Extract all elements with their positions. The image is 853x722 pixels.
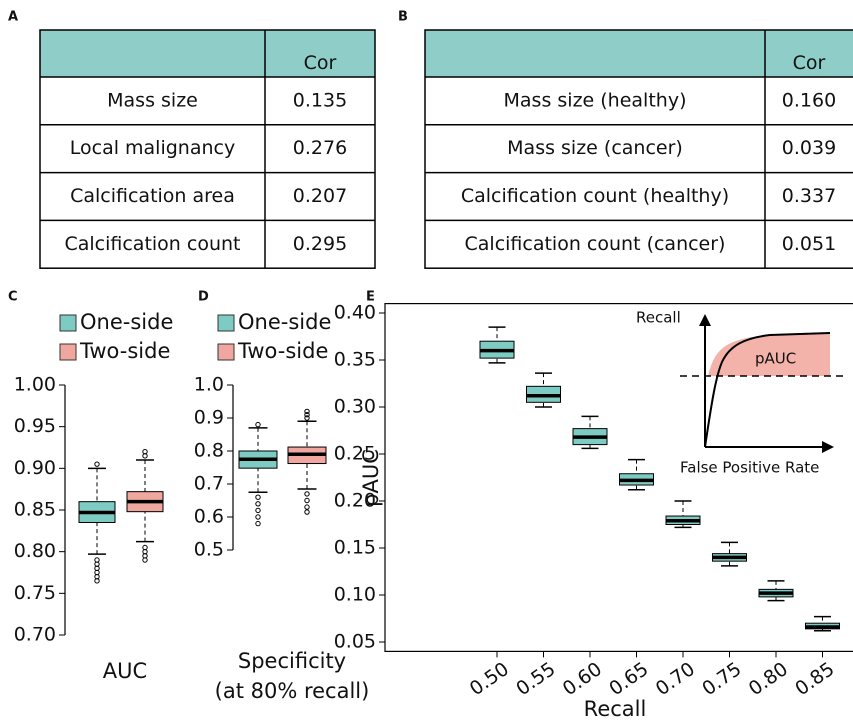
- table-cell: Calcification count (healthy): [461, 185, 729, 207]
- outlier: [142, 448, 148, 455]
- x-tick-label: 0.65: [605, 658, 652, 700]
- x-axis-label: Specificity: [238, 649, 346, 673]
- inset-curve: [704, 332, 831, 448]
- y-axis-label: pAUC: [359, 449, 383, 507]
- y-tick-label: 0.85: [14, 499, 56, 521]
- legend-swatch: [217, 343, 235, 361]
- table-cell: Local malignancy: [70, 137, 235, 159]
- table-cell: 0.276: [293, 137, 347, 159]
- y-tick-label: 0.70: [14, 624, 56, 646]
- panel-label: C: [8, 290, 18, 305]
- outlier: [304, 509, 310, 515]
- outlier: [304, 504, 310, 510]
- y-tick-label: 0.15: [334, 537, 376, 559]
- y-tick-label: 1.00: [14, 374, 56, 396]
- x-axis-label: Recall: [584, 697, 647, 721]
- y-tick-label: 0.95: [14, 415, 56, 437]
- table-cell: 0.295: [293, 233, 347, 255]
- y-tick-label: 0.90: [14, 457, 56, 479]
- x-tick-label: 0.60: [559, 658, 606, 700]
- y-tick-label: 1.0: [194, 374, 224, 396]
- outlier: [304, 491, 310, 497]
- legend-label: One-side: [80, 310, 173, 334]
- table-header-bg: [40, 30, 375, 77]
- table-cell: Mass size: [107, 89, 198, 111]
- y-tick-label: 0.9: [194, 407, 224, 429]
- x-tick-label: 0.85: [791, 658, 838, 700]
- inset-arrow: [699, 314, 711, 326]
- panel-label: D: [198, 290, 209, 305]
- table-cell: Calcification count (cancer): [465, 233, 726, 255]
- inset-label: pAUC: [755, 350, 796, 368]
- outlier: [304, 415, 310, 421]
- inset-arrow: [822, 441, 834, 453]
- table-border: [424, 29, 853, 269]
- y-tick-label: 0.7: [194, 473, 224, 495]
- legend-label: One-side: [238, 310, 331, 334]
- panel-label: E: [366, 290, 375, 305]
- inset-label: Recall: [636, 309, 681, 327]
- inset-label: False Positive Rate: [680, 459, 819, 477]
- outlier: [255, 514, 261, 520]
- panel-label: A: [8, 10, 18, 25]
- table-header: Cor: [793, 52, 826, 74]
- y-tick-label: 0.8: [194, 440, 224, 462]
- y-tick-label: 0.35: [334, 349, 376, 371]
- x-axis-label: (at 80% recall): [215, 679, 370, 703]
- x-tick-label: 0.75: [698, 658, 745, 700]
- y-tick-label: 0.20: [334, 490, 376, 512]
- table-cell: Calcification area: [70, 185, 235, 207]
- legend-swatch: [59, 314, 77, 332]
- table-cell: 0.160: [782, 89, 836, 111]
- table-cell: 0.039: [782, 137, 836, 159]
- y-tick-label: 0.40: [334, 302, 376, 324]
- panel-label: B: [398, 10, 408, 25]
- y-tick-label: 0.05: [334, 631, 376, 653]
- x-axis-label: AUC: [103, 659, 147, 683]
- y-tick-label: 0.10: [334, 584, 376, 606]
- x-tick-label: 0.80: [745, 658, 792, 700]
- legend-label: Two-side: [79, 339, 170, 363]
- inset: Recall pAUC False Positive Rate: [636, 309, 845, 477]
- table-header-bg: [425, 30, 853, 77]
- outlier: [142, 557, 148, 563]
- y-tick-label: 0.75: [14, 582, 56, 604]
- table-border: [39, 29, 376, 269]
- outlier: [304, 412, 310, 418]
- outlier: [304, 497, 310, 504]
- outlier: [255, 494, 261, 500]
- y-tick-label: 0.5: [194, 539, 224, 561]
- outlier: [255, 421, 261, 428]
- y-tick-label: 0.80: [14, 540, 56, 562]
- outlier: [255, 501, 261, 507]
- outlier: [255, 520, 261, 527]
- x-tick-label: 0.55: [512, 658, 559, 700]
- table-cell: Mass size (healthy): [504, 89, 687, 111]
- y-tick-label: 0.6: [194, 506, 224, 528]
- x-tick-label: 0.70: [652, 658, 699, 700]
- table-cell: 0.051: [782, 233, 836, 255]
- table-cell: 0.337: [782, 185, 836, 207]
- x-tick-label: 0.50: [466, 658, 513, 700]
- legend-swatch: [217, 314, 235, 332]
- outlier: [255, 507, 261, 514]
- outlier: [304, 408, 310, 415]
- outlier: [94, 578, 100, 584]
- outlier: [94, 461, 100, 467]
- table-cell: Mass size (cancer): [507, 137, 683, 159]
- plot-frame: [384, 303, 853, 652]
- legend-swatch: [59, 343, 77, 361]
- legend-label: Two-side: [237, 339, 328, 363]
- y-tick-label: 0.25: [334, 443, 376, 465]
- table-header: Cor: [304, 52, 337, 74]
- table-cell: Calcification count: [64, 233, 240, 255]
- table-cell: 0.207: [293, 185, 347, 207]
- y-tick-label: 0.30: [334, 396, 376, 418]
- table-cell: 0.135: [293, 89, 347, 111]
